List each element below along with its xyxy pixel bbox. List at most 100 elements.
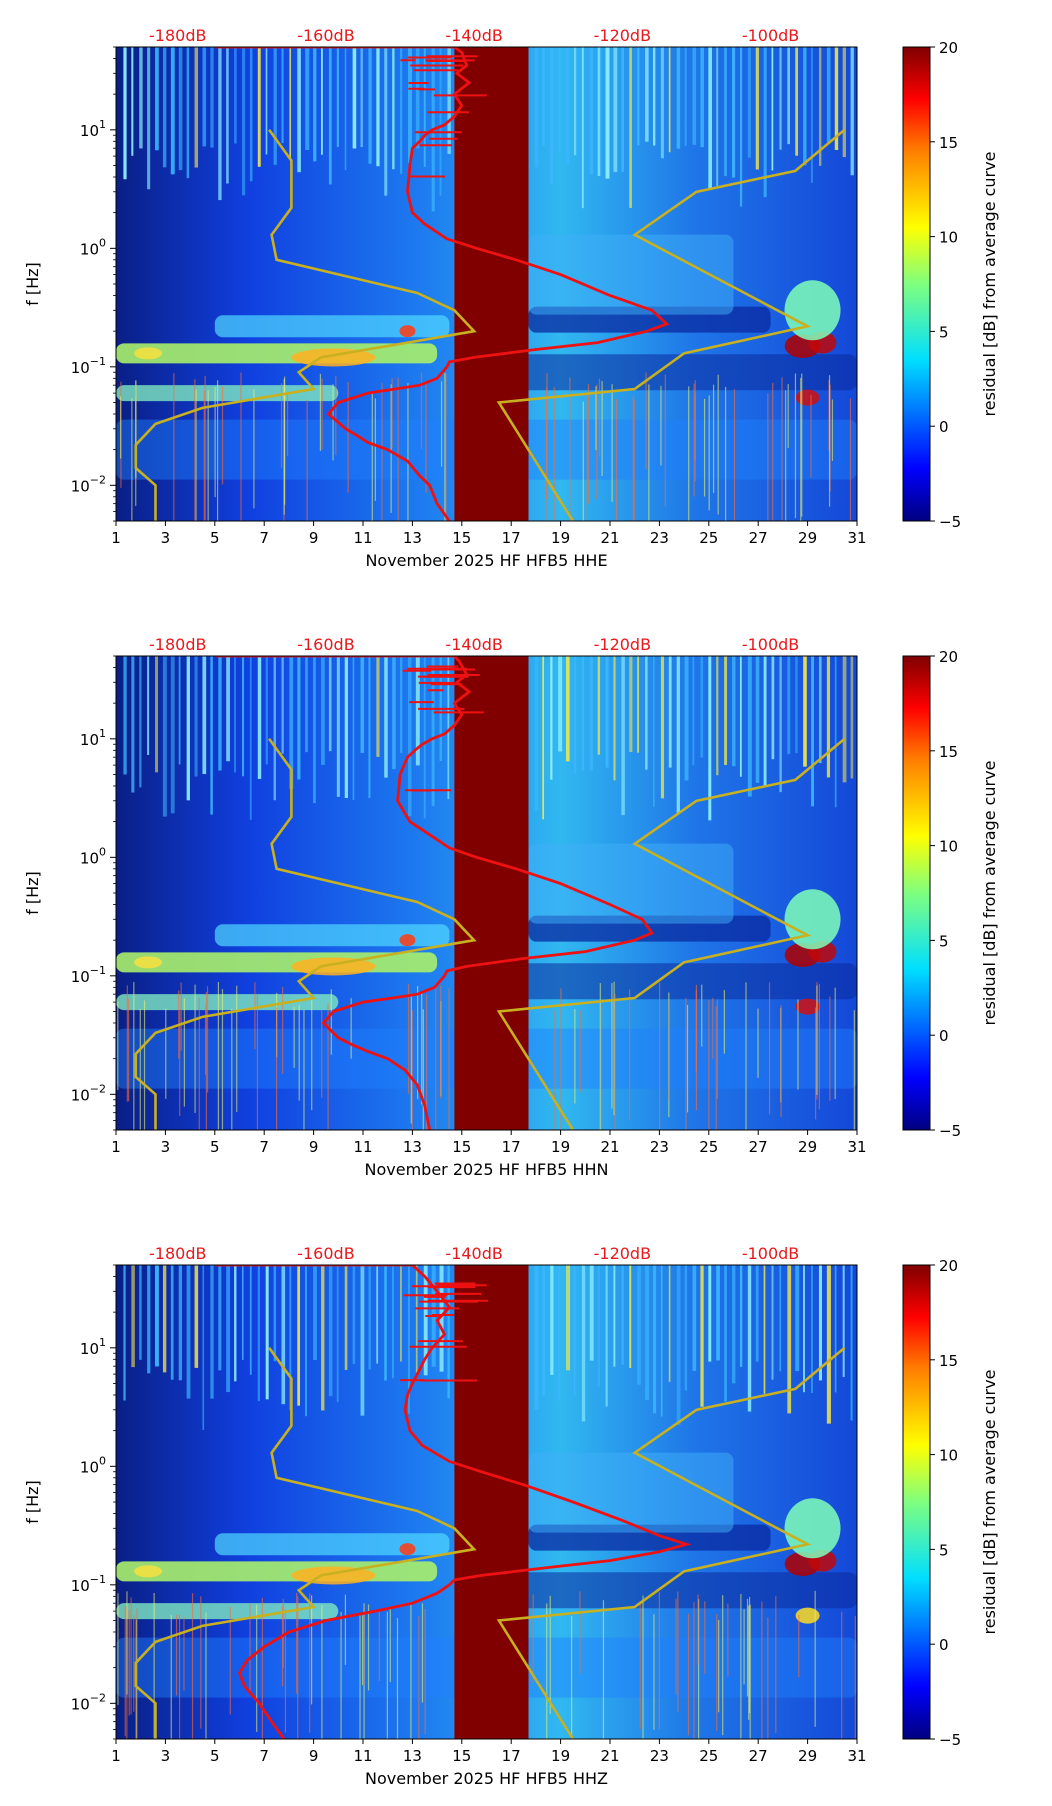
colorbar-tick-label: −5	[939, 1731, 961, 1749]
needle	[135, 1619, 137, 1739]
y-tick-label: 101	[80, 727, 106, 749]
streak	[787, 47, 790, 145]
needle	[426, 994, 428, 1130]
streak	[162, 47, 167, 168]
x-tick-label: 7	[259, 1138, 269, 1156]
colorbar-label: residual [dB] from average curve	[980, 152, 999, 417]
needle	[695, 984, 698, 1111]
streak	[597, 656, 601, 755]
streak	[147, 656, 150, 756]
x-tick-label: 21	[600, 529, 619, 547]
x-tick-label: 1	[111, 529, 121, 547]
streak	[739, 656, 742, 777]
streak	[700, 47, 704, 148]
streak	[716, 47, 719, 187]
streak	[724, 47, 727, 177]
needle	[407, 983, 410, 1094]
needle	[582, 401, 584, 521]
y-axis-label: f [Hz]	[23, 1480, 42, 1524]
needle	[391, 378, 393, 449]
streak	[795, 656, 798, 754]
streak	[352, 656, 355, 800]
x-tick-label: 7	[259, 1747, 269, 1765]
needle	[183, 998, 185, 1107]
needle	[217, 981, 220, 1130]
top-db-axis: -180dB -160dB -140dB -120dB -100dB	[149, 1244, 799, 1263]
needle	[124, 1605, 126, 1737]
needle	[127, 998, 130, 1102]
streak	[818, 47, 822, 166]
streak	[202, 47, 207, 147]
db-tick-label: -140dB	[445, 1244, 502, 1263]
x-tick-label: 15	[452, 529, 471, 547]
streak	[779, 656, 782, 793]
x-tick-label: 5	[210, 529, 220, 547]
streak	[826, 656, 831, 778]
streak	[400, 656, 403, 754]
streak	[305, 656, 308, 753]
streak	[273, 656, 276, 801]
needle	[221, 989, 224, 1130]
x-tick-label: 5	[210, 1138, 220, 1156]
needle	[708, 395, 710, 511]
colorbar-tick-label: 20	[939, 1257, 958, 1275]
streak	[265, 1265, 269, 1400]
needle	[361, 1615, 364, 1686]
needle	[410, 1603, 412, 1739]
needle	[675, 1598, 677, 1695]
needle	[389, 1606, 391, 1683]
x-tick-label: 31	[847, 1747, 866, 1765]
streak	[368, 656, 371, 798]
needle	[601, 381, 603, 477]
needle	[775, 1596, 777, 1733]
x-axis-label: November 2025 HF HFB5 HHZ	[365, 1769, 608, 1788]
streak	[692, 656, 695, 766]
streak	[708, 656, 712, 821]
streak	[668, 47, 671, 153]
streak	[668, 656, 672, 768]
heatmap-band-5	[528, 1452, 734, 1533]
streak	[621, 656, 625, 816]
streak	[739, 47, 743, 207]
streak	[755, 656, 760, 783]
streak	[139, 656, 142, 788]
streak	[692, 1265, 697, 1371]
colorbar-tick-label: −5	[939, 513, 961, 531]
streak	[842, 1265, 845, 1377]
heatmap-hotspot-7	[784, 1498, 841, 1559]
x-tick-label: 27	[749, 1747, 768, 1765]
streak	[447, 1265, 450, 1399]
heatmap-hotspot-6	[795, 998, 820, 1015]
streak	[676, 656, 680, 813]
streak	[360, 656, 365, 753]
needle	[587, 384, 590, 504]
streak	[597, 1265, 600, 1387]
needle	[834, 987, 836, 1100]
streak	[407, 47, 412, 163]
needle	[688, 386, 690, 521]
heatmap-band-2	[116, 994, 339, 1011]
needle	[381, 382, 383, 521]
heatmap-hotspot-7	[784, 889, 841, 950]
needle	[546, 388, 548, 499]
needle	[417, 986, 419, 1100]
needle	[347, 381, 349, 493]
needle	[743, 1609, 745, 1685]
needle	[749, 1604, 751, 1739]
needle	[180, 982, 182, 1051]
streak	[313, 1265, 317, 1361]
needle	[421, 1603, 424, 1703]
streak	[795, 47, 799, 156]
streak	[313, 47, 317, 162]
streak	[328, 1265, 333, 1397]
x-tick-label: 19	[551, 1747, 570, 1765]
heatmap-hotspot-6	[795, 389, 820, 406]
needle	[586, 391, 588, 521]
needle	[600, 1004, 603, 1130]
streak	[787, 1265, 792, 1414]
db-tick-label: -140dB	[445, 26, 502, 45]
data-gap	[454, 47, 529, 521]
needle	[716, 1614, 718, 1731]
streak	[131, 47, 134, 156]
